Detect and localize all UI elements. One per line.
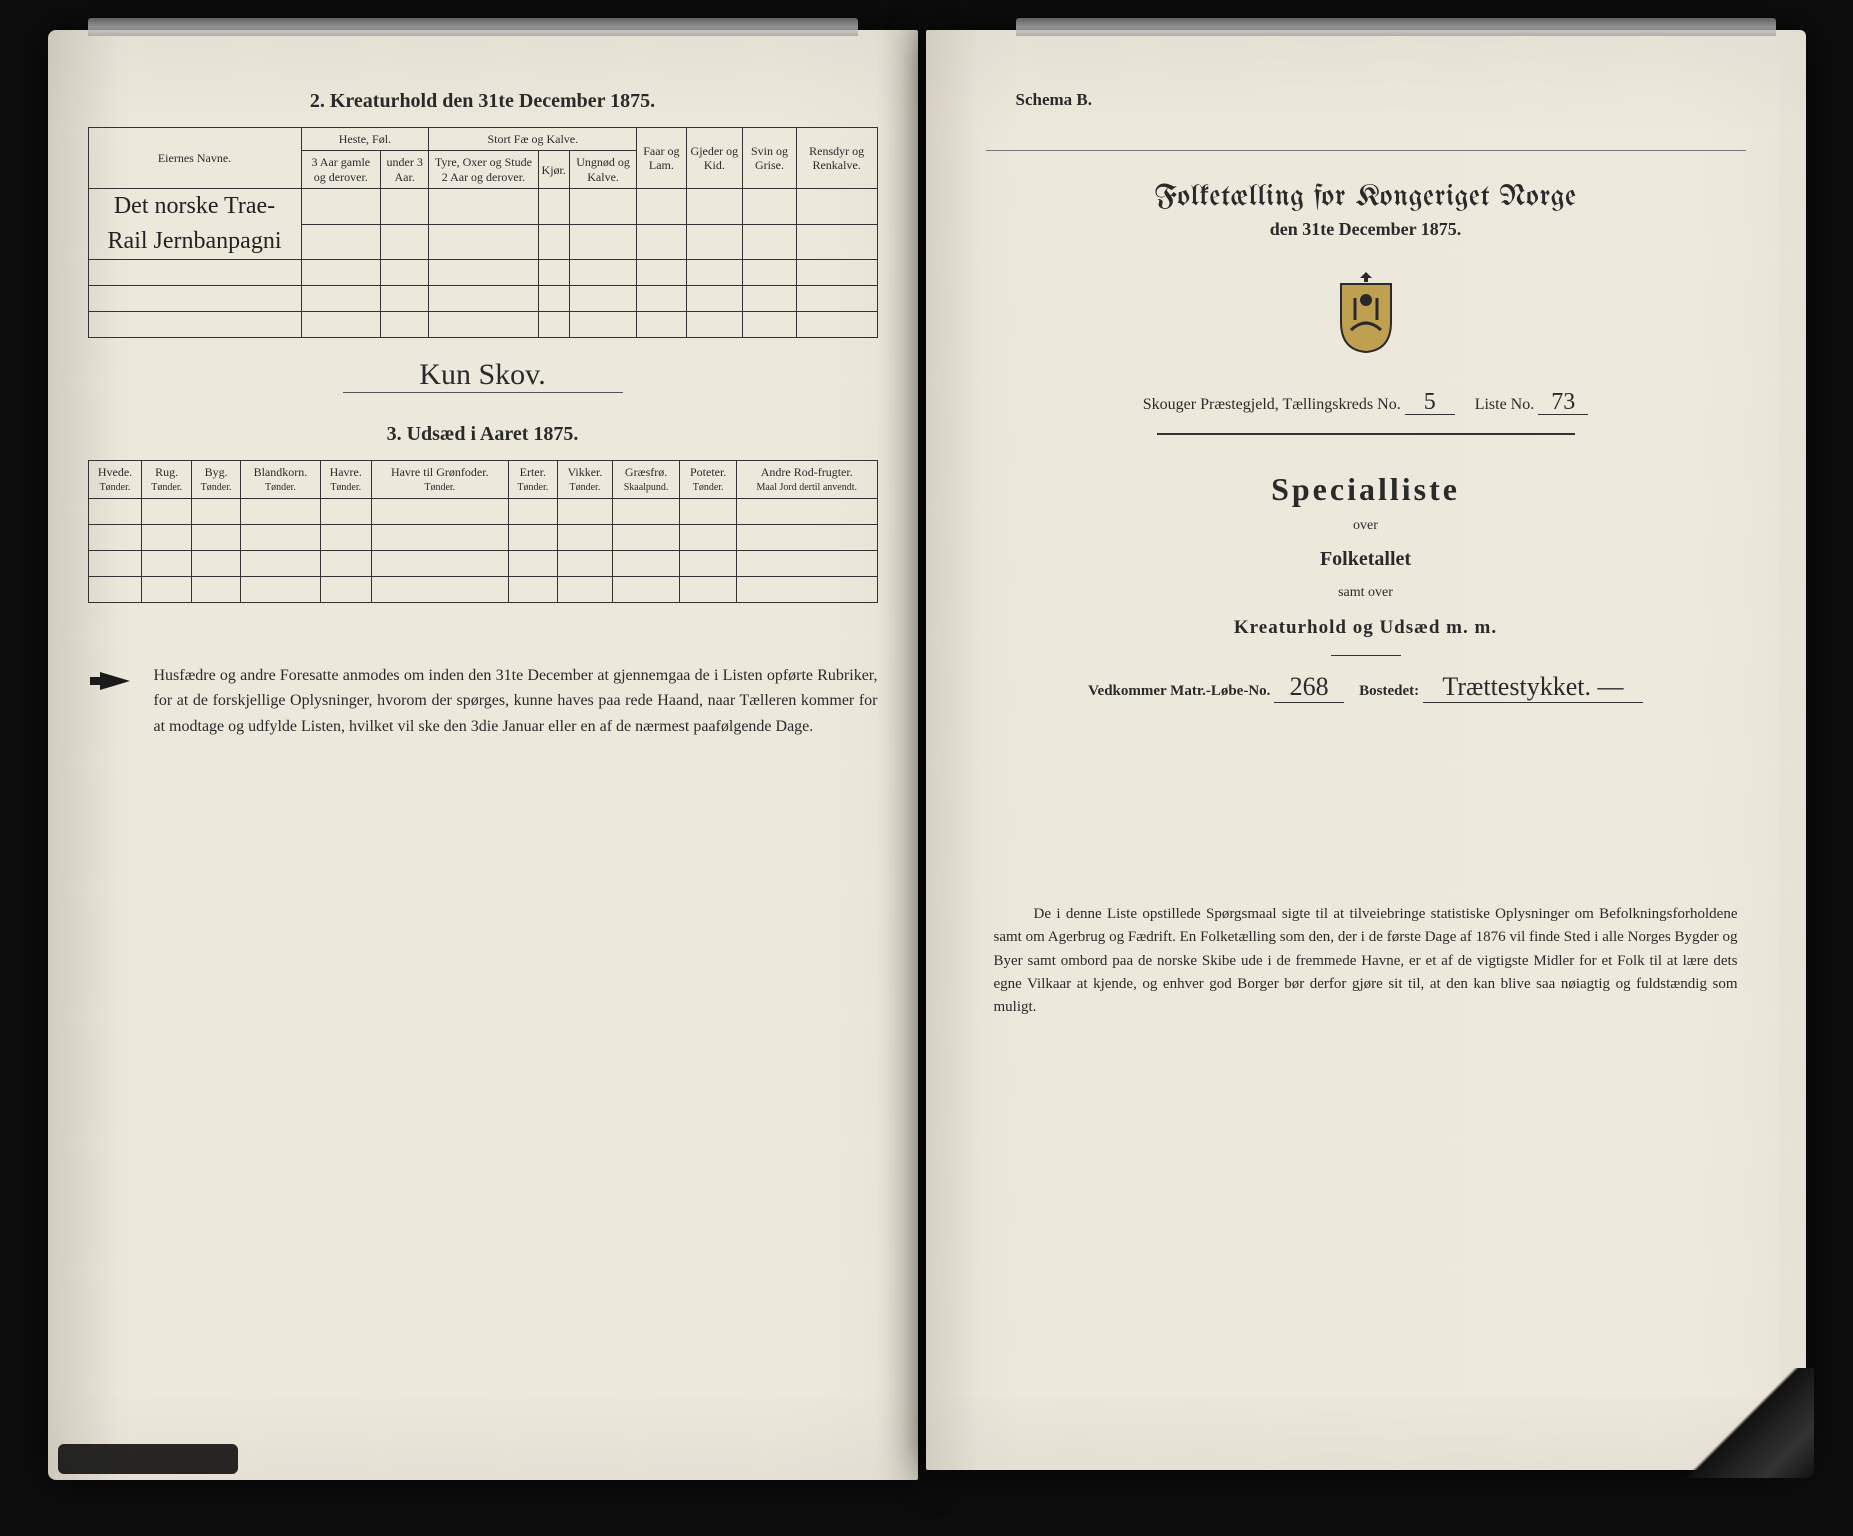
page-stack-shadow <box>88 18 858 36</box>
th-heste-sub1: 3 Aar gamle og derover. <box>301 151 381 189</box>
t3-col-2: Byg.Tønder. <box>191 461 240 498</box>
table-row <box>88 524 877 550</box>
th-stort-sub1: Tyre, Oxer og Stude 2 Aar og derover. <box>429 151 538 189</box>
right-page: Schema B. Folketælling for Kongeriget No… <box>926 30 1806 1470</box>
th-stort-group: Stort Fæ og Kalve. <box>429 128 637 151</box>
section2-title: 2. Kreaturhold den 31te December 1875. <box>88 90 878 113</box>
vedkommer-label: Vedkommer Matr.-Løbe-No. <box>1088 683 1270 699</box>
table-row <box>88 498 877 524</box>
t3-col-9: Poteter.Tønder. <box>680 461 737 498</box>
census-subtitle: den 31te December 1875. <box>986 219 1746 240</box>
page-stack-shadow <box>1016 18 1776 36</box>
short-rule <box>1331 655 1401 656</box>
th-stort-sub3: Ungnød og Kalve. <box>569 151 636 189</box>
matr-bosted-line: Vedkommer Matr.-Løbe-No. 268 Bostedet: T… <box>986 672 1746 703</box>
bostedet-label: Bostedet: <box>1359 683 1419 699</box>
table-row: Rail Jernbanpagni <box>88 224 877 260</box>
folketallet-label: Folketallet <box>986 548 1746 571</box>
t3-col-1: Rug.Tønder. <box>142 461 191 498</box>
parish-line: Skouger Præstegjeld, Tællingskreds No. 5… <box>986 390 1746 415</box>
t3-col-0: Hvede.Tønder. <box>88 461 142 498</box>
specialliste-title: Specialliste <box>986 471 1746 508</box>
t3-col-7: Vikker.Tønder. <box>558 461 613 498</box>
t3-col-8: Græsfrø.Skaalpund. <box>612 461 680 498</box>
t3-col-3: Blandkorn.Tønder. <box>241 461 320 498</box>
t3-head-row: Hvede.Tønder. Rug.Tønder. Byg.Tønder. Bl… <box>88 461 877 498</box>
schema-label: Schema B. <box>1016 90 1746 110</box>
document-viewer: 2. Kreaturhold den 31te December 1875. E… <box>0 0 1853 1536</box>
owner-hw-line2: Rail Jernbanpagni <box>88 224 301 260</box>
th-stort-sub2: Kjør. <box>538 151 569 189</box>
table-row: Det norske Trae- <box>88 189 877 225</box>
parish-kreds-hw: 5 <box>1405 390 1455 415</box>
th-heste-group: Heste, Føl. <box>301 128 429 151</box>
vedkommer-hw: 268 <box>1274 672 1344 703</box>
owner-hw-line1: Det norske Trae- <box>88 189 301 225</box>
t3-col-5: Havre til Grønfoder.Tønder. <box>371 461 508 498</box>
t3-col-6: Erter.Tønder. <box>508 461 557 498</box>
bottom-paragraph: De i denne Liste opstillede Spørgsmaal s… <box>986 903 1746 1019</box>
census-main-title: Folketælling for Kongeriget Norge <box>986 181 1746 213</box>
table-row <box>88 286 877 312</box>
divider-rule <box>1157 433 1575 435</box>
coat-of-arms-icon <box>986 270 1746 360</box>
th-svin: Svin og Grise. <box>743 128 797 189</box>
signature-handwriting: Kun Skov. <box>343 358 623 393</box>
bostedet-hw: Trættestykket. — <box>1423 672 1643 703</box>
th-faar: Faar og Lam. <box>637 128 686 189</box>
table-row <box>88 576 877 602</box>
page-corner-fold <box>1674 1368 1814 1478</box>
footer-note-text: Husfædre og andre Foresatte anmodes om i… <box>154 663 878 740</box>
th-gjeder: Gjeder og Kid. <box>686 128 743 189</box>
table-row <box>88 550 877 576</box>
t3-col-4: Havre.Tønder. <box>320 461 371 498</box>
samt-over-label: samt over <box>986 585 1746 601</box>
kreaturhold-label: Kreaturhold og Udsæd m. m. <box>986 617 1746 639</box>
bottom-paragraph-text: De i denne Liste opstillede Spørgsmaal s… <box>994 906 1738 1015</box>
table-row <box>88 312 877 338</box>
t3-col-10: Andre Rod-frugter.Maal Jord dertil anven… <box>736 461 877 498</box>
parish-liste-hw: 73 <box>1538 390 1588 415</box>
table-udsaed: Hvede.Tønder. Rug.Tønder. Byg.Tønder. Bl… <box>88 460 878 602</box>
over-label-1: over <box>986 518 1746 534</box>
table-row <box>88 260 877 286</box>
footer-note: Husfædre og andre Foresatte anmodes om i… <box>88 663 878 740</box>
parish-label-2: Liste No. <box>1475 396 1535 413</box>
pointing-hand-icon <box>88 663 138 740</box>
th-rensdyr: Rensdyr og Renkalve. <box>796 128 877 189</box>
parish-label-1: Skouger Præstegjeld, Tællingskreds No. <box>1143 396 1401 413</box>
page-spread: 2. Kreaturhold den 31te December 1875. E… <box>48 30 1806 1506</box>
table-kreaturhold: Eiernes Navne. Heste, Føl. Stort Fæ og K… <box>88 127 878 338</box>
left-page: 2. Kreaturhold den 31te December 1875. E… <box>48 30 918 1480</box>
section3-title: 3. Udsæd i Aaret 1875. <box>88 423 878 446</box>
th-heste-sub2: under 3 Aar. <box>381 151 429 189</box>
th-owner: Eiernes Navne. <box>88 128 301 189</box>
film-edge-artifact <box>58 1444 238 1474</box>
